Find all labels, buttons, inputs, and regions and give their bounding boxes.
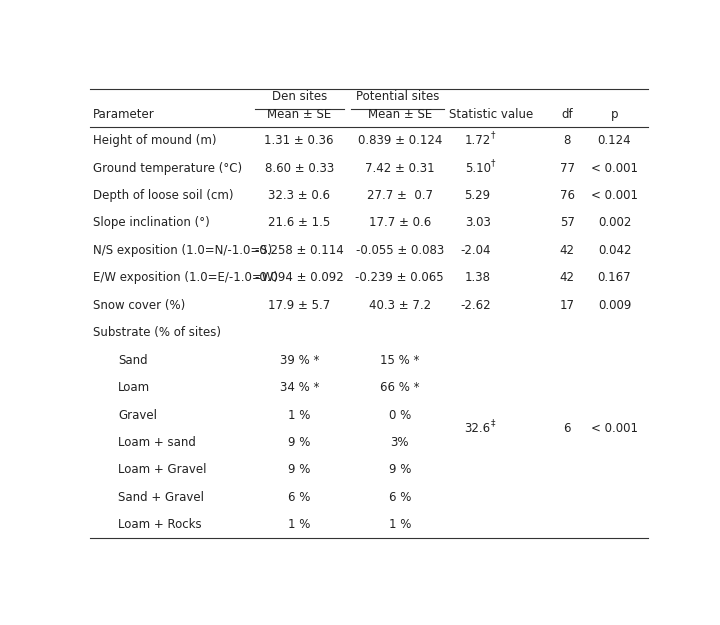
Text: Mean ± SE: Mean ± SE xyxy=(267,108,331,121)
Text: Parameter: Parameter xyxy=(93,108,155,121)
Text: Statistic value: Statistic value xyxy=(449,108,533,121)
Text: -0.239 ± 0.065: -0.239 ± 0.065 xyxy=(356,271,444,284)
Text: †: † xyxy=(491,158,495,167)
Text: < 0.001: < 0.001 xyxy=(591,189,638,202)
Text: 40.3 ± 7.2: 40.3 ± 7.2 xyxy=(369,299,431,312)
Text: Snow cover (%): Snow cover (%) xyxy=(93,299,185,312)
Text: 0 %: 0 % xyxy=(389,409,411,421)
Text: 32.6: 32.6 xyxy=(464,422,490,435)
Text: 0.839 ± 0.124: 0.839 ± 0.124 xyxy=(358,134,442,148)
Text: 66 % *: 66 % * xyxy=(380,381,420,394)
Text: 1 %: 1 % xyxy=(288,409,310,421)
Text: Mean ± SE: Mean ± SE xyxy=(368,108,432,121)
Text: 57: 57 xyxy=(559,216,575,229)
Text: 76: 76 xyxy=(559,189,575,202)
Text: -2.62: -2.62 xyxy=(460,299,490,312)
Text: -0.258 ± 0.114: -0.258 ± 0.114 xyxy=(255,244,343,257)
Text: Sand + Gravel: Sand + Gravel xyxy=(118,491,204,504)
Text: 17.9 ± 5.7: 17.9 ± 5.7 xyxy=(268,299,330,312)
Text: 9 %: 9 % xyxy=(288,436,310,449)
Text: 6 %: 6 % xyxy=(288,491,310,504)
Text: -0.094 ± 0.092: -0.094 ± 0.092 xyxy=(255,271,343,284)
Text: 39 % *: 39 % * xyxy=(279,354,319,367)
Text: ‡: ‡ xyxy=(491,419,495,428)
Text: 17: 17 xyxy=(559,299,575,312)
Text: 9 %: 9 % xyxy=(389,463,411,476)
Text: 1.72: 1.72 xyxy=(464,134,490,148)
Text: Loam: Loam xyxy=(118,381,150,394)
Text: 5.29: 5.29 xyxy=(464,189,490,202)
Text: Slope inclination (°): Slope inclination (°) xyxy=(93,216,210,229)
Text: 32.3 ± 0.6: 32.3 ± 0.6 xyxy=(269,189,330,202)
Text: E/W exposition (1.0=E/-1.0=W): E/W exposition (1.0=E/-1.0=W) xyxy=(93,271,278,284)
Text: 17.7 ± 0.6: 17.7 ± 0.6 xyxy=(369,216,431,229)
Text: < 0.001: < 0.001 xyxy=(591,422,638,435)
Text: 42: 42 xyxy=(559,244,575,257)
Text: 8: 8 xyxy=(564,134,571,148)
Text: Depth of loose soil (cm): Depth of loose soil (cm) xyxy=(93,189,233,202)
Text: 3%: 3% xyxy=(390,436,409,449)
Text: Loam + sand: Loam + sand xyxy=(118,436,196,449)
Text: Gravel: Gravel xyxy=(118,409,157,421)
Text: 42: 42 xyxy=(559,271,575,284)
Text: Sand: Sand xyxy=(118,354,148,367)
Text: -0.055 ± 0.083: -0.055 ± 0.083 xyxy=(356,244,444,257)
Text: 15 % *: 15 % * xyxy=(380,354,419,367)
Text: 27.7 ±  0.7: 27.7 ± 0.7 xyxy=(366,189,433,202)
Text: 21.6 ± 1.5: 21.6 ± 1.5 xyxy=(268,216,330,229)
Text: 0.009: 0.009 xyxy=(598,299,631,312)
Text: 9 %: 9 % xyxy=(288,463,310,476)
Text: Substrate (% of sites): Substrate (% of sites) xyxy=(93,326,221,339)
Text: Den sites: Den sites xyxy=(271,90,327,103)
Text: 3.03: 3.03 xyxy=(465,216,490,229)
Text: -2.04: -2.04 xyxy=(460,244,490,257)
Text: 6 %: 6 % xyxy=(389,491,411,504)
Text: 1 %: 1 % xyxy=(389,518,411,531)
Text: 0.124: 0.124 xyxy=(598,134,631,148)
Text: Height of mound (m): Height of mound (m) xyxy=(93,134,216,148)
Text: 1 %: 1 % xyxy=(288,518,310,531)
Text: 8.60 ± 0.33: 8.60 ± 0.33 xyxy=(265,162,334,174)
Text: Loam + Rocks: Loam + Rocks xyxy=(118,518,202,531)
Text: 1.31 ± 0.36: 1.31 ± 0.36 xyxy=(264,134,334,148)
Text: 7.42 ± 0.31: 7.42 ± 0.31 xyxy=(365,162,434,174)
Text: Potential sites: Potential sites xyxy=(356,90,439,103)
Text: 0.042: 0.042 xyxy=(598,244,631,257)
Text: Ground temperature (°C): Ground temperature (°C) xyxy=(93,162,242,174)
Text: †: † xyxy=(491,131,495,139)
Text: p: p xyxy=(611,108,618,121)
Text: Loam + Gravel: Loam + Gravel xyxy=(118,463,207,476)
Text: df: df xyxy=(562,108,573,121)
Text: 0.167: 0.167 xyxy=(598,271,631,284)
Text: 5.10: 5.10 xyxy=(464,162,490,174)
Text: 6: 6 xyxy=(563,422,571,435)
Text: 1.38: 1.38 xyxy=(464,271,490,284)
Text: < 0.001: < 0.001 xyxy=(591,162,638,174)
Text: 77: 77 xyxy=(559,162,575,174)
Text: 0.002: 0.002 xyxy=(598,216,631,229)
Text: 34 % *: 34 % * xyxy=(279,381,319,394)
Text: N/S exposition (1.0=N/-1.0=S): N/S exposition (1.0=N/-1.0=S) xyxy=(93,244,272,257)
